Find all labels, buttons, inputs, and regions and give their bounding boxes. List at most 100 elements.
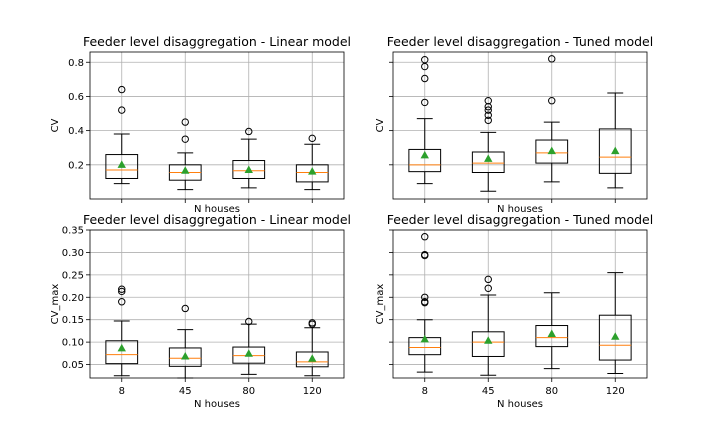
box-80 — [232, 127, 266, 189]
x-tick-label: 120 — [303, 386, 322, 397]
x-tick-label: 45 — [179, 386, 192, 397]
subplot-title: Feeder level disaggregation - Linear mod… — [83, 34, 351, 49]
x-tick-label: 80 — [545, 386, 558, 397]
subplot: 0.2 0.4 0.6 0.8 Feeder level disaggregation … — [50, 34, 351, 215]
axes-frame — [392, 51, 648, 200]
y-tick-label: 0.15 — [62, 315, 84, 326]
x-tick-label: 80 — [242, 386, 255, 397]
outlier-point — [245, 317, 253, 326]
y-axis-label: CV_max — [375, 284, 386, 325]
y-tick-label: 0.10 — [62, 338, 84, 349]
axes-frame — [392, 229, 648, 379]
box-8 — [408, 233, 442, 373]
box-120 — [295, 134, 329, 191]
mean-marker — [308, 167, 317, 175]
outlier-point — [308, 319, 316, 327]
box-body — [598, 128, 632, 174]
y-axis-label: CV — [375, 118, 386, 132]
outlier-point — [421, 250, 429, 259]
box-body — [105, 340, 139, 365]
box-45 — [471, 275, 505, 376]
mean-marker — [181, 351, 190, 360]
mean-marker — [117, 343, 126, 352]
y-tick-label: 0.4 — [68, 126, 84, 137]
mean-marker — [420, 334, 429, 343]
box-45 — [168, 118, 202, 191]
y-tick-label: 0.30 — [62, 248, 84, 259]
outlier-point — [484, 284, 492, 293]
subplot: 0.05 0.10 0.15 0.20 0.25 0.30 0.35 8 45 80 120 Feed… — [50, 212, 351, 410]
y-axis-label: CV_max — [50, 284, 61, 325]
x-axis-label: N houses — [194, 399, 240, 410]
subplot-title: Feeder level disaggregation - Tuned mode… — [387, 212, 653, 227]
subplot-title: Feeder level disaggregation - Tuned mode… — [387, 34, 653, 49]
x-axis-label: N houses — [497, 399, 543, 410]
mean-marker — [611, 332, 620, 340]
outlier-point — [421, 233, 429, 241]
outlier-point — [421, 98, 429, 107]
box-body — [295, 351, 329, 368]
outlier-point — [548, 97, 556, 105]
outlier-point — [421, 298, 429, 306]
axes-frame — [89, 51, 345, 200]
mean-marker — [484, 336, 493, 344]
box-8 — [105, 85, 139, 185]
mean-marker — [484, 154, 493, 162]
mean-marker — [244, 349, 253, 357]
box-80 — [535, 55, 569, 183]
outlier-point — [484, 111, 492, 119]
box-120 — [598, 92, 632, 189]
box-8 — [408, 55, 442, 185]
outlier-point — [181, 118, 189, 126]
box-80 — [535, 292, 569, 370]
outlier-point — [421, 293, 429, 301]
x-tick-label: 45 — [482, 386, 495, 397]
mean-marker — [308, 354, 317, 362]
box-body — [105, 154, 139, 179]
box-body — [408, 148, 442, 173]
outlier-point — [484, 97, 492, 105]
x-axis-label: N houses — [497, 204, 543, 215]
mean-marker — [181, 166, 190, 174]
box-80 — [232, 317, 266, 375]
box-120 — [295, 319, 329, 377]
box-120 — [598, 272, 632, 375]
outlier-point — [118, 287, 126, 296]
y-tick-label: 0.35 — [62, 226, 84, 237]
y-tick-label: 0.6 — [68, 92, 84, 103]
outlier-point — [181, 304, 189, 313]
mean-marker — [547, 146, 556, 155]
mean-marker — [611, 146, 620, 155]
y-tick-label: 0.8 — [68, 58, 84, 69]
y-tick-label: 0.20 — [62, 293, 84, 304]
box-8 — [105, 285, 139, 377]
x-tick-label: 120 — [606, 386, 625, 397]
box-body — [471, 331, 505, 357]
outlier-point — [421, 55, 429, 64]
subplot: 8 45 80 120 Feeder level disaggregation - Tu… — [375, 212, 653, 410]
box-body — [232, 160, 266, 179]
axes-frame — [89, 229, 345, 379]
outlier-point — [245, 127, 253, 136]
box-body — [295, 164, 329, 183]
box-body — [168, 347, 202, 367]
subplot: Feeder level disaggregation - Tuned mode… — [375, 34, 653, 215]
outlier-point — [548, 55, 556, 63]
outlier-point — [421, 74, 429, 83]
outlier-point — [484, 275, 492, 284]
outlier-point — [484, 116, 492, 125]
y-tick-label: 0.25 — [62, 270, 84, 281]
outlier-point — [118, 85, 126, 94]
box-body — [535, 325, 569, 348]
x-tick-label: 8 — [119, 386, 125, 397]
outlier-point — [118, 285, 126, 293]
y-tick-label: 0.05 — [62, 360, 84, 371]
mean-marker — [244, 165, 253, 173]
subplot-title: Feeder level disaggregation - Linear mod… — [83, 212, 351, 227]
box-45 — [471, 97, 505, 192]
mean-marker — [547, 329, 556, 338]
outlier-point — [484, 106, 492, 114]
x-tick-label: 8 — [422, 386, 428, 397]
mean-marker — [117, 160, 126, 168]
mean-marker — [420, 150, 429, 159]
